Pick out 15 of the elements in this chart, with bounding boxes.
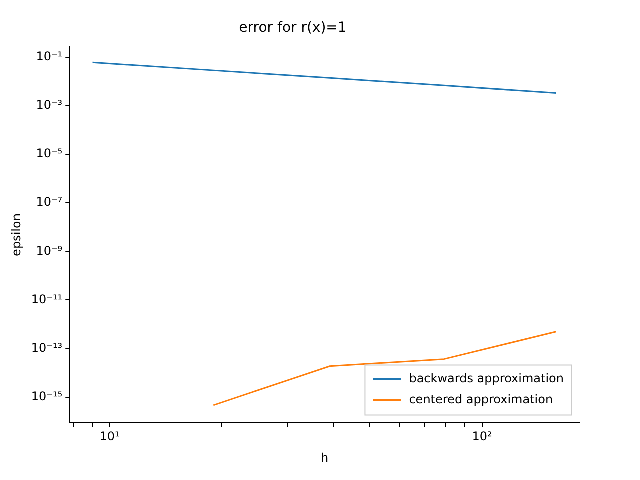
x-tick-label: 10¹ xyxy=(100,430,120,444)
y-tick-label: 10⁻⁵ xyxy=(36,146,63,161)
y-tick-label: 10⁻¹¹ xyxy=(31,292,63,306)
chart-title: error for r(x)=1 xyxy=(239,20,347,36)
y-tick-label: 10⁻⁷ xyxy=(36,195,63,210)
y-tick-label: 10⁻³ xyxy=(36,98,63,112)
y-tick-label: 10⁻¹⁵ xyxy=(31,390,63,404)
x-axis-title: h xyxy=(321,450,329,465)
x-tick-label: 10² xyxy=(472,430,492,444)
y-tick-label: 10⁻¹³ xyxy=(31,340,63,355)
legend-label: backwards approximation xyxy=(409,371,564,386)
y-tick-label: 10⁻⁹ xyxy=(36,244,63,258)
legend-label: centered approximation xyxy=(409,392,554,406)
y-tick-label: 10⁻¹ xyxy=(36,49,63,64)
y-axis-title: epsilon xyxy=(9,214,24,256)
